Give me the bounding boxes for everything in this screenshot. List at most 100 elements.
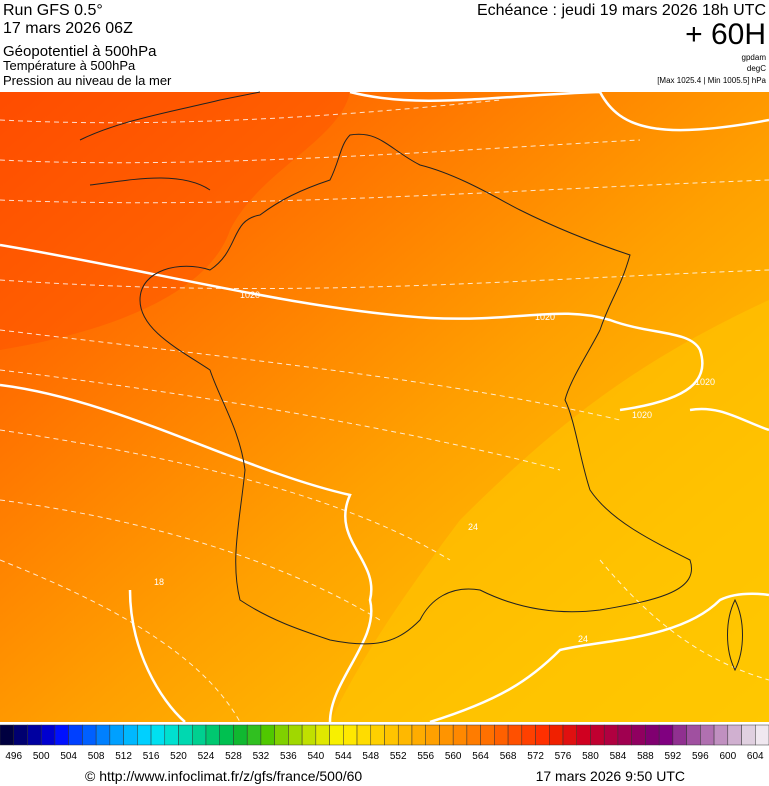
legend-swatch xyxy=(0,724,14,746)
subtitle: Température à 500hPa xyxy=(3,58,136,73)
contour-label: 24 xyxy=(578,634,588,644)
legend-swatch xyxy=(178,724,193,746)
map: 1020 1020 1020 1020 24 24 18 xyxy=(0,90,769,724)
legend-swatch xyxy=(549,724,564,746)
france-outline xyxy=(139,133,692,645)
legend-swatch xyxy=(356,724,372,746)
echeance: Echéance : jeudi 19 mars 2026 18h UTC xyxy=(477,2,766,19)
legend-swatch xyxy=(164,724,179,746)
legend-swatch xyxy=(219,724,234,746)
legend-swatch xyxy=(370,724,385,746)
legend-swatch xyxy=(672,724,687,746)
run-date: 17 mars 2026 06Z xyxy=(3,20,133,37)
legend-swatch xyxy=(68,724,83,746)
legend-label: 520 xyxy=(170,751,187,762)
legend-label: 584 xyxy=(610,751,627,762)
contour-label: 18 xyxy=(154,577,164,587)
contour-label: 24 xyxy=(468,522,478,532)
legend-swatch xyxy=(411,724,426,746)
legend-swatch xyxy=(631,724,646,746)
legend-label: 544 xyxy=(335,751,352,762)
legend-swatch xyxy=(54,724,69,746)
legend-swatch xyxy=(535,724,550,746)
legend-label: 588 xyxy=(637,751,654,762)
legend-label: 548 xyxy=(362,751,379,762)
legend-label: 532 xyxy=(253,751,270,762)
lead-time: + 60H xyxy=(685,18,766,51)
legend-swatch xyxy=(246,724,262,746)
legend: 496 500 504 508 512 516 520 524 528 532 536 540 544 5… xyxy=(0,724,769,762)
contour-label: 1020 xyxy=(632,410,652,420)
legend-label: 580 xyxy=(582,751,599,762)
footer: © http://www.infoclimat.fr/z/gfs/france/… xyxy=(85,768,685,784)
legend-label: 500 xyxy=(33,751,50,762)
legend-swatch xyxy=(713,724,729,746)
legend-swatch xyxy=(658,724,674,746)
legend-label: 512 xyxy=(115,751,132,762)
source-url: © http://www.infoclimat.fr/z/gfs/france/… xyxy=(85,768,362,784)
legend-swatch xyxy=(741,724,756,746)
legend-swatch xyxy=(192,724,207,746)
legend-label: 604 xyxy=(747,751,764,762)
legend-swatch xyxy=(315,724,330,746)
legend-swatch xyxy=(233,724,248,746)
subtitle: Pression au niveau de la mer xyxy=(3,73,172,88)
legend-label: 592 xyxy=(665,751,682,762)
legend-label: 568 xyxy=(500,751,517,762)
legend-label: 496 xyxy=(5,751,22,762)
legend-swatch xyxy=(452,724,468,746)
title: Géopotentiel à 500hPa xyxy=(3,43,157,60)
legend-swatch xyxy=(397,724,413,746)
legend-swatch xyxy=(329,724,344,746)
run: Run GFS 0.5° xyxy=(3,2,103,19)
legend-swatch xyxy=(82,724,97,746)
legend-swatch xyxy=(425,724,440,746)
legend-swatch xyxy=(40,724,56,746)
legend-swatch xyxy=(727,724,742,746)
legend-swatch xyxy=(494,724,509,746)
legend-label: 596 xyxy=(692,751,709,762)
legend-swatch xyxy=(480,724,495,746)
contour-label: 1020 xyxy=(695,377,715,387)
legend-swatch xyxy=(603,724,619,746)
contour-label: 1020 xyxy=(240,290,260,300)
legend-swatch xyxy=(439,724,454,746)
legend-swatch xyxy=(27,724,42,746)
legend-swatch xyxy=(137,724,152,746)
legend-swatch xyxy=(576,724,591,746)
legend-swatch xyxy=(562,724,578,746)
legend-swatch xyxy=(95,724,111,746)
legend-swatch xyxy=(590,724,605,746)
dashed-isotherms xyxy=(0,99,769,723)
legend-swatch xyxy=(123,724,138,746)
legend-label: 528 xyxy=(225,751,242,762)
legend-swatch xyxy=(645,724,660,746)
legend-label: 552 xyxy=(390,751,407,762)
legend-label: 516 xyxy=(143,751,160,762)
legend-swatch xyxy=(755,724,769,746)
legend-swatch xyxy=(700,724,715,746)
legend-swatch xyxy=(260,724,275,746)
pressure-range: [Max 1025.4 | Min 1005.5] hPa xyxy=(657,76,766,85)
legend-label: 564 xyxy=(472,751,489,762)
legend-swatch xyxy=(343,724,358,746)
legend-label: 572 xyxy=(527,751,544,762)
legend-swatch xyxy=(150,724,166,746)
legend-swatch xyxy=(301,724,317,746)
legend-swatch xyxy=(205,724,220,746)
legend-swatch xyxy=(384,724,399,746)
timestamp: 17 mars 2026 9:50 UTC xyxy=(536,768,685,784)
legend-label: 560 xyxy=(445,751,462,762)
legend-swatch xyxy=(617,724,632,746)
legend-label: 504 xyxy=(60,751,77,762)
legend-swatch xyxy=(466,724,481,746)
header: Run GFS 0.5° 17 mars 2026 06Z Géopotenti… xyxy=(3,2,767,88)
legend-swatch xyxy=(13,724,28,746)
legend-label: 600 xyxy=(719,751,736,762)
legend-swatch xyxy=(686,724,701,746)
band xyxy=(330,300,769,722)
corsica xyxy=(727,598,743,672)
isobars xyxy=(0,90,769,724)
legend-swatch xyxy=(109,724,124,746)
